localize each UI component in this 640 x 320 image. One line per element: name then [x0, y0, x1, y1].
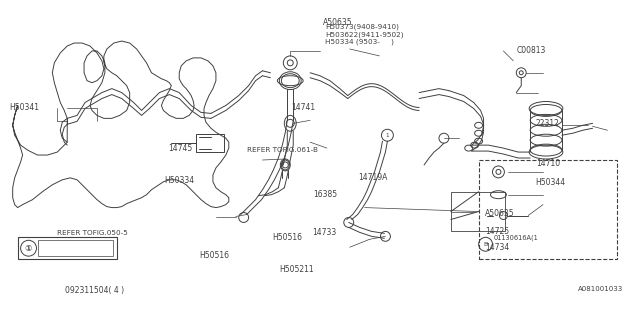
- Text: 14733: 14733: [312, 228, 337, 237]
- Text: ①: ①: [25, 244, 32, 253]
- Bar: [196, 134, 224, 152]
- Bar: [38, 240, 113, 256]
- Text: 14719A: 14719A: [358, 173, 387, 182]
- Text: C00813: C00813: [516, 46, 546, 55]
- Text: 1: 1: [386, 133, 389, 138]
- Text: REFER TOFIG.061-B: REFER TOFIG.061-B: [247, 148, 318, 154]
- Text: H50341: H50341: [9, 103, 39, 112]
- Text: A081001033: A081001033: [578, 286, 623, 292]
- Text: 14710: 14710: [536, 159, 560, 168]
- Text: H50334: H50334: [164, 176, 195, 185]
- Text: A50635: A50635: [323, 18, 353, 27]
- Bar: [479, 160, 618, 259]
- Bar: [451, 192, 506, 231]
- Text: 1: 1: [27, 246, 31, 251]
- Text: H50516: H50516: [200, 251, 230, 260]
- Text: 092311504( 4 ): 092311504( 4 ): [65, 286, 124, 295]
- Text: B: B: [483, 242, 488, 247]
- Text: 14745: 14745: [168, 144, 192, 153]
- Text: REFER TOFIG.050-5: REFER TOFIG.050-5: [57, 230, 127, 236]
- Text: 14734: 14734: [485, 243, 509, 252]
- Text: A50635: A50635: [485, 209, 515, 219]
- Text: 22312: 22312: [536, 119, 559, 128]
- Text: 14725: 14725: [485, 227, 509, 236]
- Text: H50516: H50516: [273, 233, 303, 242]
- Text: H50373(9408-9410)
H503622(9411-9502)
H50334 (9503-     ): H50373(9408-9410) H503622(9411-9502) H50…: [325, 24, 404, 45]
- Bar: [18, 237, 116, 259]
- Text: 16385: 16385: [314, 190, 338, 199]
- Text: 01130616A(1: 01130616A(1: [493, 234, 538, 241]
- Text: H505211: H505211: [279, 265, 314, 274]
- Text: 14741: 14741: [291, 103, 316, 112]
- Text: H50344: H50344: [536, 178, 566, 187]
